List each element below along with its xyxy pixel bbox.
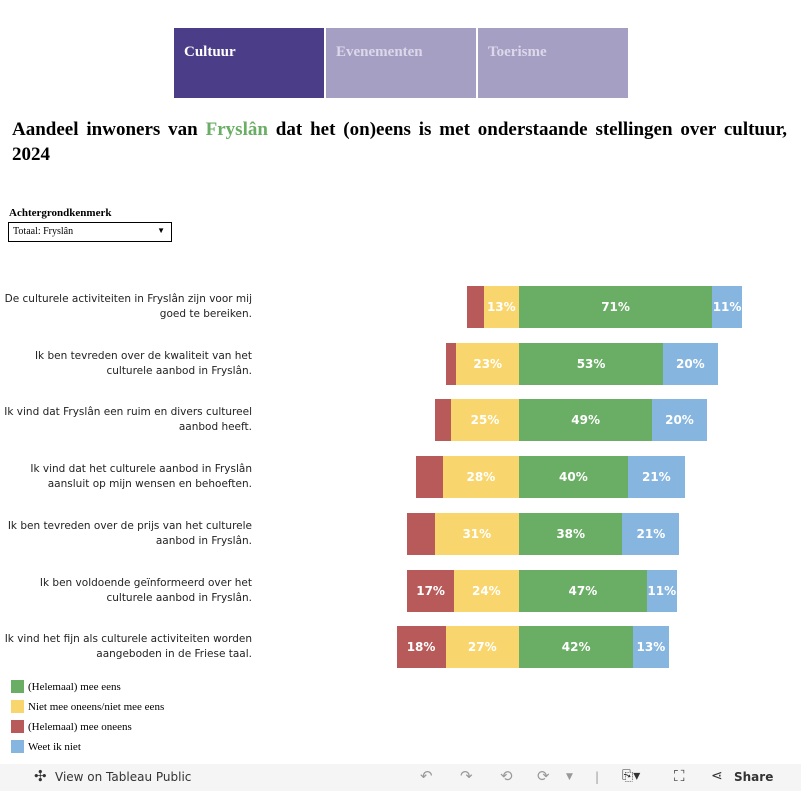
bar-segment-weet-niet[interactable]: 20% [663, 342, 718, 385]
category-label: Ik vind het fijn als culturele activitei… [4, 633, 252, 661]
redo-icon[interactable]: ↷ [460, 767, 473, 785]
bar-segment-neutraal[interactable]: 13% [483, 286, 519, 328]
bar-segment-eens[interactable]: 42% [519, 626, 634, 669]
category-label: De culturele activiteiten in Fryslân zij… [4, 293, 252, 320]
view-on-tableau-link[interactable]: View on Tableau Public [55, 770, 192, 784]
data-label: 31% [462, 526, 492, 541]
page-title: Aandeel inwoners van Fryslân dat het (on… [12, 119, 788, 165]
data-label: 13% [636, 640, 666, 655]
legend-label: (Helemaal) mee oneens [28, 720, 132, 733]
legend-item[interactable]: (Helemaal) mee oneens [11, 720, 132, 733]
revert-icon[interactable]: ⟲ [500, 767, 513, 785]
data-label: 25% [470, 413, 500, 428]
data-label: 20% [675, 356, 705, 371]
legend-item[interactable]: Weet ik niet [11, 740, 81, 753]
data-label: 21% [641, 470, 671, 485]
bar-segment-weet-niet[interactable]: 13% [633, 626, 669, 669]
bar-segment-weet-niet[interactable]: 21% [622, 512, 680, 555]
data-label: 49% [571, 413, 600, 428]
data-label: 18% [406, 640, 436, 655]
bar-segment-neutraal[interactable]: 28% [442, 456, 519, 499]
filter-value: Totaal: Fryslân [13, 226, 74, 237]
bar-segment-eens[interactable]: 49% [519, 399, 653, 442]
share-icon[interactable]: ⋖ [711, 768, 723, 784]
legend-item[interactable]: Niet mee oneens/niet mee eens [11, 700, 164, 713]
data-label: 17% [416, 583, 445, 598]
legend-swatch [11, 700, 24, 713]
toolbar: ✣ View on Tableau Public ↶ ↷ ⟲ ⟳ ▼ | ⎘▾ … [0, 764, 801, 791]
data-label: 21% [636, 526, 666, 541]
bar-segment-eens[interactable]: 53% [519, 342, 664, 385]
fullscreen-icon[interactable]: ⛶ [674, 767, 685, 785]
data-label: 24% [471, 583, 501, 598]
bar-segment-oneens[interactable] [445, 342, 457, 385]
legend-label: Niet mee oneens/niet mee eens [28, 700, 165, 713]
bar-segment-eens[interactable]: 40% [519, 456, 628, 499]
legend-label: Weet ik niet [28, 740, 81, 753]
bar-segment-neutraal[interactable]: 31% [434, 512, 519, 555]
bar-segment-eens[interactable]: 38% [519, 512, 623, 555]
data-label: 27% [467, 640, 497, 655]
filter-dropdown[interactable]: Totaal: Fryslân ▼ [8, 222, 172, 242]
chevron-down-icon[interactable]: ▼ [566, 772, 573, 782]
category-label: Ik ben voldoende geïnformeerd over het c… [39, 576, 252, 604]
bar-segment-oneens[interactable] [415, 456, 443, 499]
legend-label: (Helemaal) mee eens [28, 680, 121, 693]
bar-segment-eens[interactable]: 71% [519, 286, 713, 328]
data-label: 53% [576, 356, 606, 371]
bar-segment-oneens[interactable] [407, 512, 435, 555]
data-label: 23% [473, 356, 503, 371]
data-label: 11% [712, 300, 742, 314]
download-icon[interactable]: ⎘▾ [622, 768, 641, 784]
bar-segment-weet-niet[interactable]: 21% [627, 456, 685, 499]
divider: | [595, 770, 600, 784]
bar-segment-neutraal[interactable]: 27% [445, 626, 519, 669]
share-button[interactable]: Share [734, 770, 774, 784]
bar-segment-oneens[interactable]: 17% [407, 569, 454, 612]
legend-item[interactable]: (Helemaal) mee eens [11, 680, 121, 693]
data-label: 38% [556, 526, 586, 541]
category-label: Ik vind dat Fryslân een ruim en divers c… [4, 406, 252, 434]
bar-segment-weet-niet[interactable]: 11% [712, 286, 743, 328]
data-label: 71% [601, 300, 630, 314]
undo-icon[interactable]: ↶ [420, 767, 433, 785]
bar-segment-neutraal[interactable]: 24% [453, 569, 519, 612]
data-label: 40% [559, 470, 588, 485]
tab-cultuur[interactable]: Cultuur [174, 28, 324, 98]
bar-segment-oneens[interactable] [467, 286, 484, 328]
bar-segment-neutraal[interactable]: 23% [456, 342, 519, 385]
bar-segment-neutraal[interactable]: 25% [451, 399, 519, 442]
legend-swatch [11, 680, 24, 693]
data-label: 20% [665, 413, 694, 428]
tableau-icon: ✣ [34, 767, 47, 785]
data-label: 13% [486, 300, 516, 314]
legend-swatch [11, 720, 24, 733]
category-label: Ik ben tevreden over de kwaliteit van he… [34, 349, 252, 377]
refresh-icon[interactable]: ⟳ [537, 767, 550, 785]
bar-segment-oneens[interactable] [434, 399, 451, 442]
data-label: 42% [561, 640, 591, 655]
dropdown-arrow-icon: ▼ [157, 226, 165, 235]
tab-evenementen[interactable]: Evenementen [326, 28, 476, 98]
legend-swatch [11, 740, 24, 753]
bar-segment-weet-niet[interactable]: 11% [646, 569, 677, 612]
filter-label: Achtergrondkenmerk [9, 207, 112, 219]
category-label: Ik ben tevreden over de prijs van het cu… [7, 519, 252, 547]
bar-segment-weet-niet[interactable]: 20% [652, 399, 707, 442]
data-label: 47% [568, 583, 598, 598]
data-label: 28% [466, 470, 496, 485]
tab-toerisme[interactable]: Toerisme [478, 28, 628, 98]
bar-segment-oneens[interactable]: 18% [396, 626, 446, 669]
category-label: Ik vind dat het culturele aanbod in Frys… [30, 463, 252, 491]
bar-segment-eens[interactable]: 47% [519, 569, 647, 612]
data-label: 11% [647, 583, 677, 598]
